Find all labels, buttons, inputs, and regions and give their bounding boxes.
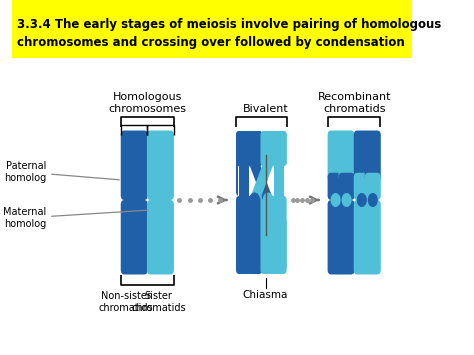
- FancyBboxPatch shape: [365, 200, 381, 274]
- Text: Non-sister
chromatids: Non-sister chromatids: [99, 291, 153, 313]
- FancyBboxPatch shape: [132, 200, 148, 274]
- FancyBboxPatch shape: [328, 173, 344, 200]
- Text: Recombinant
chromatids: Recombinant chromatids: [318, 92, 391, 114]
- Ellipse shape: [249, 192, 260, 208]
- FancyBboxPatch shape: [236, 200, 251, 270]
- FancyBboxPatch shape: [147, 200, 163, 274]
- FancyBboxPatch shape: [338, 173, 355, 200]
- FancyBboxPatch shape: [328, 131, 344, 182]
- Ellipse shape: [330, 193, 341, 207]
- FancyBboxPatch shape: [272, 131, 287, 196]
- FancyBboxPatch shape: [121, 131, 137, 200]
- FancyBboxPatch shape: [247, 131, 262, 166]
- Ellipse shape: [357, 193, 367, 207]
- FancyBboxPatch shape: [338, 131, 355, 182]
- Bar: [237, 164, 288, 221]
- Ellipse shape: [368, 193, 378, 207]
- FancyBboxPatch shape: [158, 200, 174, 274]
- Ellipse shape: [238, 192, 249, 208]
- FancyBboxPatch shape: [272, 196, 287, 274]
- FancyBboxPatch shape: [365, 173, 381, 200]
- FancyBboxPatch shape: [272, 131, 287, 166]
- FancyBboxPatch shape: [158, 131, 174, 200]
- FancyBboxPatch shape: [338, 200, 355, 274]
- FancyBboxPatch shape: [261, 131, 276, 166]
- Ellipse shape: [124, 193, 134, 207]
- Text: chromosomes and crossing over followed by condensation: chromosomes and crossing over followed b…: [18, 36, 405, 49]
- FancyBboxPatch shape: [365, 131, 381, 182]
- Ellipse shape: [342, 193, 352, 207]
- Text: Homologous
chromosomes: Homologous chromosomes: [109, 92, 186, 114]
- Text: Paternal
homolog: Paternal homolog: [4, 161, 119, 183]
- FancyBboxPatch shape: [236, 196, 251, 274]
- Ellipse shape: [273, 192, 284, 208]
- FancyBboxPatch shape: [328, 200, 344, 274]
- FancyBboxPatch shape: [236, 131, 251, 166]
- FancyBboxPatch shape: [261, 196, 276, 274]
- FancyBboxPatch shape: [354, 173, 370, 200]
- Ellipse shape: [150, 193, 160, 207]
- Text: Sister
chromatids: Sister chromatids: [131, 291, 186, 313]
- Text: 3.3.4 The early stages of meiosis involve pairing of homologous: 3.3.4 The early stages of meiosis involv…: [18, 18, 442, 31]
- Ellipse shape: [135, 193, 145, 207]
- FancyBboxPatch shape: [247, 131, 262, 196]
- Text: Bivalent: Bivalent: [243, 104, 288, 114]
- FancyBboxPatch shape: [354, 131, 370, 182]
- FancyBboxPatch shape: [121, 200, 137, 274]
- Ellipse shape: [263, 192, 273, 208]
- FancyBboxPatch shape: [247, 196, 262, 274]
- FancyBboxPatch shape: [261, 200, 276, 270]
- FancyBboxPatch shape: [236, 131, 251, 196]
- Text: Chiasma: Chiasma: [243, 290, 288, 300]
- FancyBboxPatch shape: [354, 200, 370, 274]
- FancyBboxPatch shape: [132, 131, 148, 200]
- Text: Maternal
homolog: Maternal homolog: [3, 207, 148, 229]
- Bar: [12, 0, 412, 58]
- FancyBboxPatch shape: [247, 200, 262, 270]
- FancyBboxPatch shape: [261, 131, 276, 196]
- FancyBboxPatch shape: [147, 131, 163, 200]
- Ellipse shape: [161, 193, 171, 207]
- FancyBboxPatch shape: [272, 200, 287, 270]
